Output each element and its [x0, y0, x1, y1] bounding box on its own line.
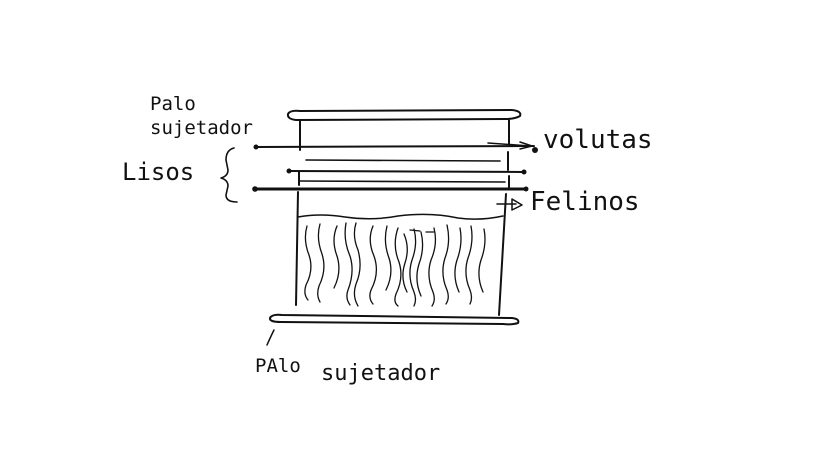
label-top-sujetador: sujetador [150, 117, 253, 139]
label-lisos: Lisos [122, 158, 194, 186]
frame-right-side [498, 119, 510, 316]
bottom-label-leader [266, 329, 275, 346]
label-bottom-palo: PAlo [255, 355, 301, 377]
label-volutas: volutas [543, 125, 653, 155]
bottom-holder-stick [268, 313, 520, 326]
label-bottom-sujetador: sujetador [321, 361, 440, 386]
lisos-bracket [220, 147, 238, 203]
frame-left-side [295, 119, 301, 306]
woven-panel [297, 213, 504, 307]
volutas-marker [487, 141, 538, 153]
label-felinos: Felinos [530, 187, 640, 217]
felinos-marker [496, 198, 523, 211]
lisos-lines [252, 144, 535, 192]
top-holder-stick [286, 109, 522, 121]
label-top-palo: Palo [150, 93, 196, 115]
